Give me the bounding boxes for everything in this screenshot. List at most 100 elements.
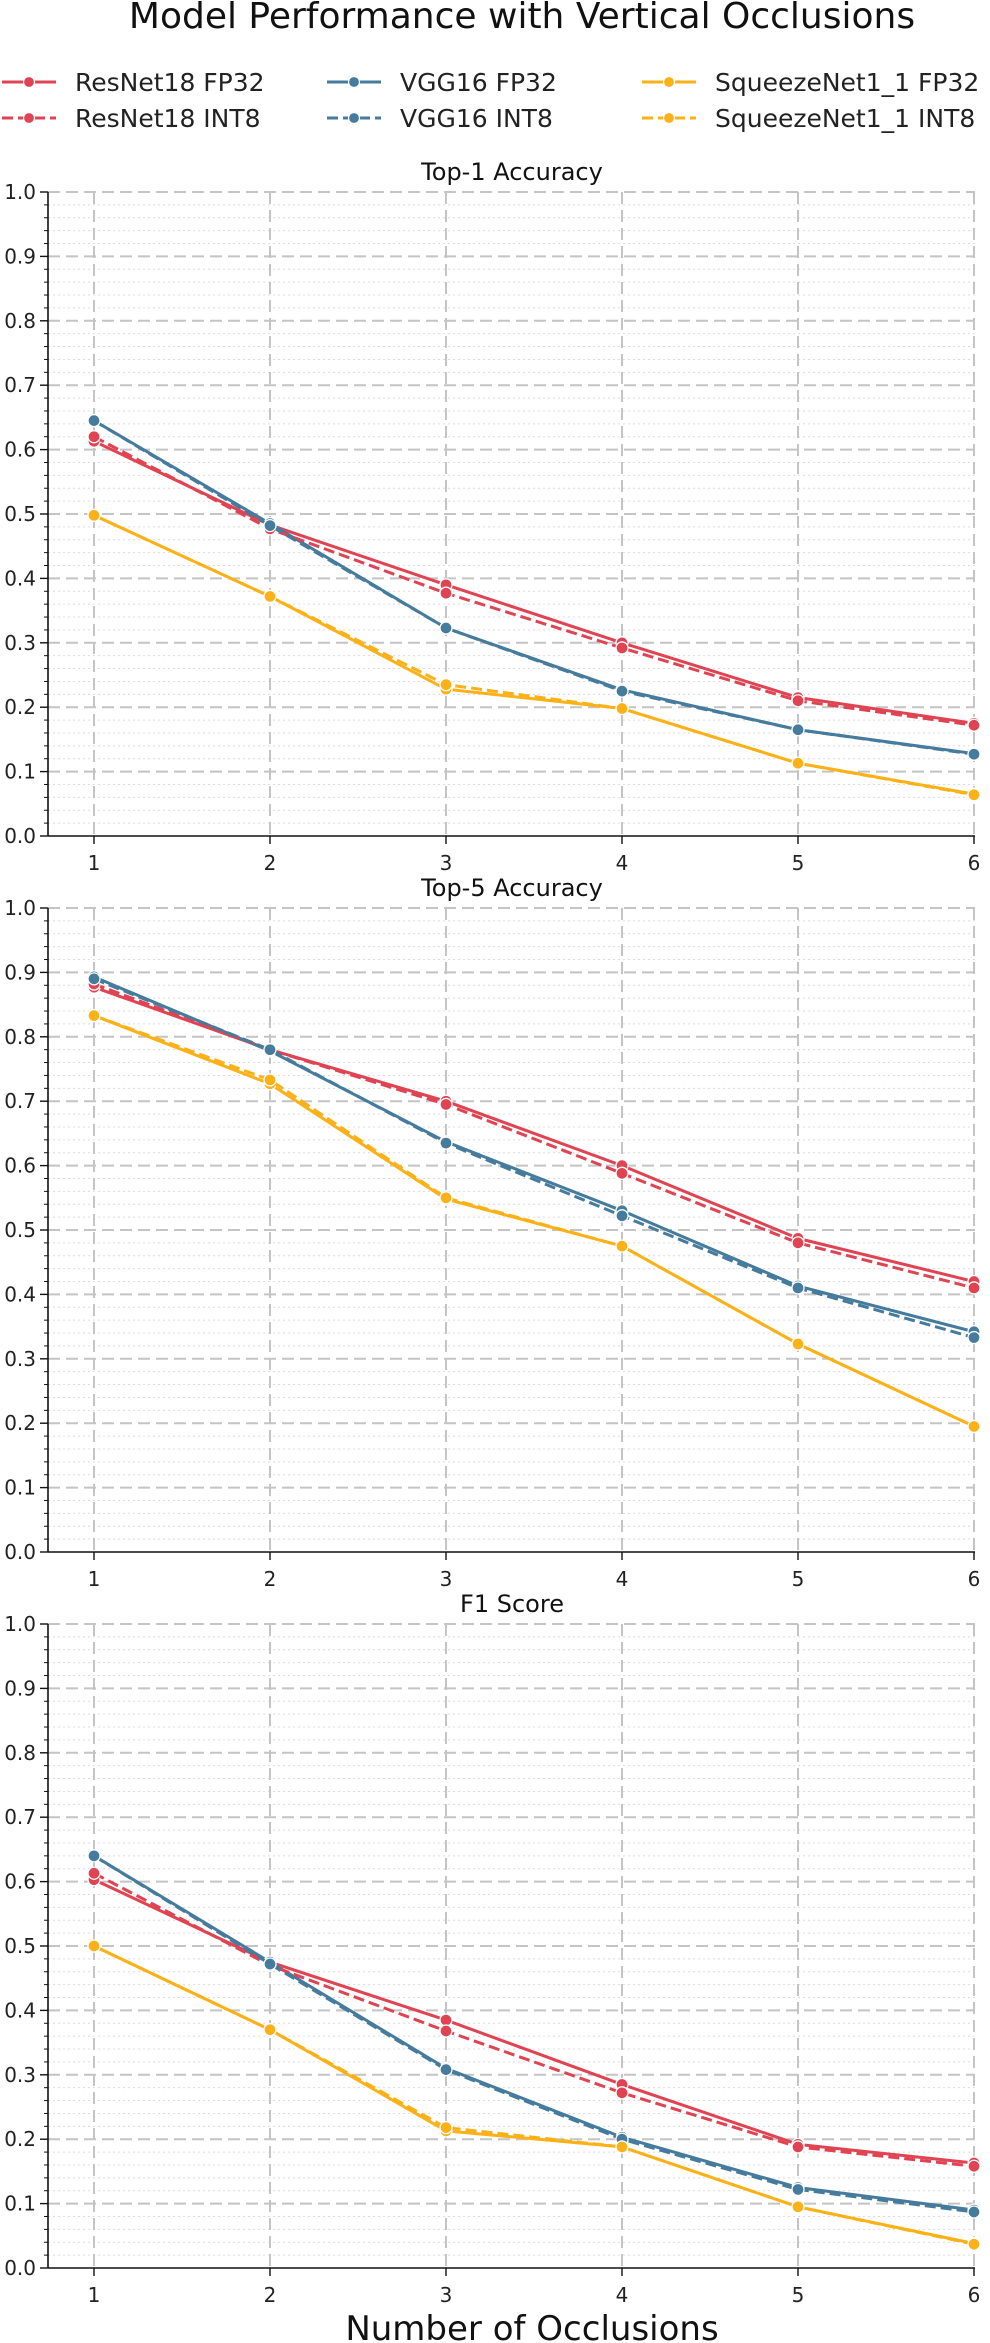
data-point-vgg16-int8 xyxy=(439,1136,453,1150)
x-tick-label: 6 xyxy=(968,2283,981,2307)
legend-entry-resnet18-int8: ResNet18 INT8 xyxy=(2,104,261,133)
data-point-squeezenet1-1-int8 xyxy=(87,1008,101,1023)
x-tick-label: 6 xyxy=(968,1567,981,1591)
legend-entry-vgg16-int8: VGG16 INT8 xyxy=(327,104,553,133)
data-point-resnet18-int8 xyxy=(615,641,629,655)
data-point-squeezenet1-1-int8 xyxy=(263,1073,277,1087)
data-point-vgg16-int8 xyxy=(967,747,981,761)
legend-marker-vgg16-fp32 xyxy=(347,75,361,89)
y-tick-label: 0.1 xyxy=(4,2192,36,2216)
data-point-resnet18-int8 xyxy=(967,1281,981,1295)
x-tick-label: 1 xyxy=(88,1567,101,1591)
series-resnet18-fp32-top-1-accuracy xyxy=(87,434,981,730)
series-resnet18-int8-top-1-accuracy xyxy=(87,430,981,732)
legend-label-resnet18-fp32: ResNet18 FP32 xyxy=(75,68,265,97)
y-tick-label: 0.7 xyxy=(4,373,36,397)
data-point-squeezenet1-1-int8 xyxy=(967,1419,981,1434)
grid-f1-score xyxy=(48,1623,975,2268)
x-tick-label: 5 xyxy=(792,1567,805,1591)
data-point-squeezenet1-1-int8 xyxy=(87,1939,101,1953)
y-tick-label: 1.0 xyxy=(4,896,36,920)
data-point-resnet18-int8 xyxy=(967,718,981,732)
y-tick-label: 0.9 xyxy=(4,960,36,984)
y-tick-label: 0.3 xyxy=(4,1347,36,1371)
series-line-squeezenet1-1-fp32 xyxy=(93,513,975,796)
x-tick-label: 3 xyxy=(440,851,453,875)
series-line-squeezenet1-1-int8 xyxy=(93,1944,975,2246)
series-line-squeezenet1-1-int8 xyxy=(93,513,975,797)
data-point-squeezenet1-1-int8 xyxy=(263,589,277,604)
y-tick-label: 0.6 xyxy=(4,1870,36,1894)
panel-title-top-5-accuracy: Top-5 Accuracy xyxy=(420,874,603,902)
data-point-vgg16-int8 xyxy=(615,1209,629,1223)
y-tick-label: 0.6 xyxy=(4,1154,36,1178)
y-tick-label: 0.4 xyxy=(4,1998,36,2022)
series-line-vgg16-int8 xyxy=(93,419,975,756)
data-point-vgg16-int8 xyxy=(967,2205,981,2219)
panel-title-f1-score: F1 Score xyxy=(460,1590,564,1618)
data-point-vgg16-int8 xyxy=(615,684,629,698)
series-line-squeezenet1-1-int8 xyxy=(93,1014,975,1428)
series-squeezenet1-1-int8-f1-score xyxy=(87,1939,981,2251)
data-point-vgg16-int8 xyxy=(439,2062,453,2077)
y-tick-label: 0.3 xyxy=(4,631,36,655)
series-vgg16-fp32-top-5-accuracy xyxy=(87,970,981,1339)
y-tick-label: 0.3 xyxy=(4,2063,36,2087)
legend-marker-squeezenet1-1-int8 xyxy=(662,111,676,125)
data-point-squeezenet1-1-int8 xyxy=(615,2140,629,2154)
x-tick-label: 5 xyxy=(792,851,805,875)
y-tick-label: 0.4 xyxy=(4,1282,36,1306)
y-tick-label: 0.5 xyxy=(4,502,36,526)
data-point-resnet18-fp32 xyxy=(439,2013,453,2027)
data-point-squeezenet1-1-int8 xyxy=(439,1191,453,1205)
data-point-vgg16-int8 xyxy=(791,2182,805,2197)
series-vgg16-fp32-f1-score xyxy=(87,1849,981,2217)
series-resnet18-fp32-top-5-accuracy xyxy=(87,980,981,1289)
x-tick-label: 2 xyxy=(264,1567,277,1591)
series-line-resnet18-int8 xyxy=(93,982,975,1290)
legend-entry-resnet18-fp32: ResNet18 FP32 xyxy=(2,68,265,97)
series-line-resnet18-int8 xyxy=(93,435,975,727)
data-point-squeezenet1-1-int8 xyxy=(439,678,453,692)
data-point-vgg16-int8 xyxy=(87,413,101,428)
data-point-vgg16-int8 xyxy=(263,1043,277,1057)
legend-label-resnet18-int8: ResNet18 INT8 xyxy=(75,104,261,133)
data-point-resnet18-int8 xyxy=(791,2140,805,2154)
legend-marker-squeezenet1-1-fp32 xyxy=(662,75,676,89)
panel-f1-score: F1 Score 0.0 0.1 0.2 0.3 0.4 0.5 0.6 0.7 0.8 0.9 1.… xyxy=(4,1590,981,2307)
data-point-vgg16-int8 xyxy=(263,1957,277,1971)
data-point-resnet18-int8 xyxy=(439,586,453,600)
data-point-vgg16-int8 xyxy=(87,1849,101,1863)
grid-top-5-accuracy xyxy=(48,907,975,1552)
series-vgg16-int8-f1-score xyxy=(87,1849,981,2219)
data-point-resnet18-int8 xyxy=(615,2086,629,2100)
y-tick-label: 0.2 xyxy=(4,2127,36,2151)
data-point-vgg16-int8 xyxy=(87,972,101,986)
y-tick-label: 0.5 xyxy=(4,1218,36,1242)
grid-top-1-accuracy xyxy=(48,191,975,836)
data-point-squeezenet1-1-int8 xyxy=(791,2200,805,2214)
series-line-resnet18-fp32 xyxy=(93,439,975,725)
y-tick-label: 0.8 xyxy=(4,1025,36,1049)
data-point-vgg16-int8 xyxy=(791,723,805,737)
legend: ResNet18 FP32 VGG16 FP32 SqueezeNet1_1 FP3… xyxy=(2,68,979,133)
x-tick-label: 6 xyxy=(968,851,981,875)
legend-marker-vgg16-int8 xyxy=(347,111,361,125)
x-tick-label: 5 xyxy=(792,2283,805,2307)
data-point-resnet18-int8 xyxy=(439,1097,453,1112)
x-tick-label: 4 xyxy=(616,2283,629,2307)
legend-label-vgg16-int8: VGG16 INT8 xyxy=(400,104,553,133)
data-point-squeezenet1-1-int8 xyxy=(615,701,629,716)
data-point-resnet18-int8 xyxy=(615,1166,629,1180)
data-point-vgg16-int8 xyxy=(791,1281,805,1295)
y-tick-label: 0.8 xyxy=(4,1741,36,1765)
panel-top-5-accuracy: Top-5 Accuracy 0.0 0.1 0.2 0.3 0.4 0.5 0.6 0.7 0.… xyxy=(4,874,981,1591)
y-tick-label: 0.0 xyxy=(4,2256,36,2280)
series-line-squeezenet1-1-fp32 xyxy=(93,1944,975,2245)
series-line-resnet18-fp32 xyxy=(93,1878,975,2165)
y-tick-label: 0.9 xyxy=(4,244,36,268)
legend-entry-squeezenet1-1-int8: SqueezeNet1_1 INT8 xyxy=(642,104,975,133)
legend-entry-squeezenet1-1-fp32: SqueezeNet1_1 FP32 xyxy=(642,68,979,97)
